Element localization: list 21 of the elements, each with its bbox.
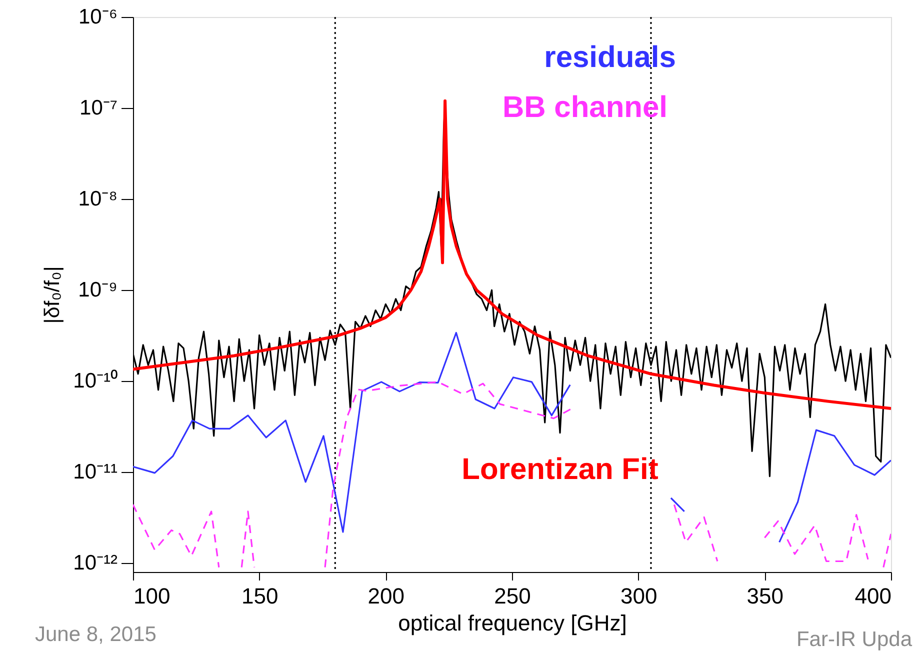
y-tick-label: 10⁻⁶ (78, 6, 118, 28)
x-tick-label: 100 (134, 584, 170, 608)
x-tick-label: 350 (746, 584, 784, 608)
y-tick-label: 10⁻¹⁰ (73, 370, 118, 393)
x-tick-label: 300 (620, 584, 658, 608)
y-tick-label: 10⁻⁹ (78, 278, 118, 302)
x-tick-label: 250 (494, 584, 531, 608)
text: BB channel (502, 91, 668, 124)
y-tick-label: 10⁻⁸ (78, 188, 118, 211)
text: June 8, 2015 (35, 623, 156, 646)
y-tick-label: 10⁻¹² (73, 552, 118, 575)
x-tick-label: 200 (368, 584, 405, 608)
x-axis-title: optical frequency [GHz] (398, 610, 627, 636)
text: residuals (544, 41, 676, 74)
x-tick-label: 400 (854, 584, 892, 608)
x-tick-label: 150 (241, 584, 278, 608)
y-tick-label: 10⁻⁷ (80, 96, 118, 120)
y-axis-title: |δf₀/f₀| (41, 266, 64, 324)
text: Far-IR Upda (796, 628, 912, 651)
y-tick-label: 10⁻¹¹ (73, 460, 118, 484)
text: Lorentizan Fit (462, 453, 658, 486)
